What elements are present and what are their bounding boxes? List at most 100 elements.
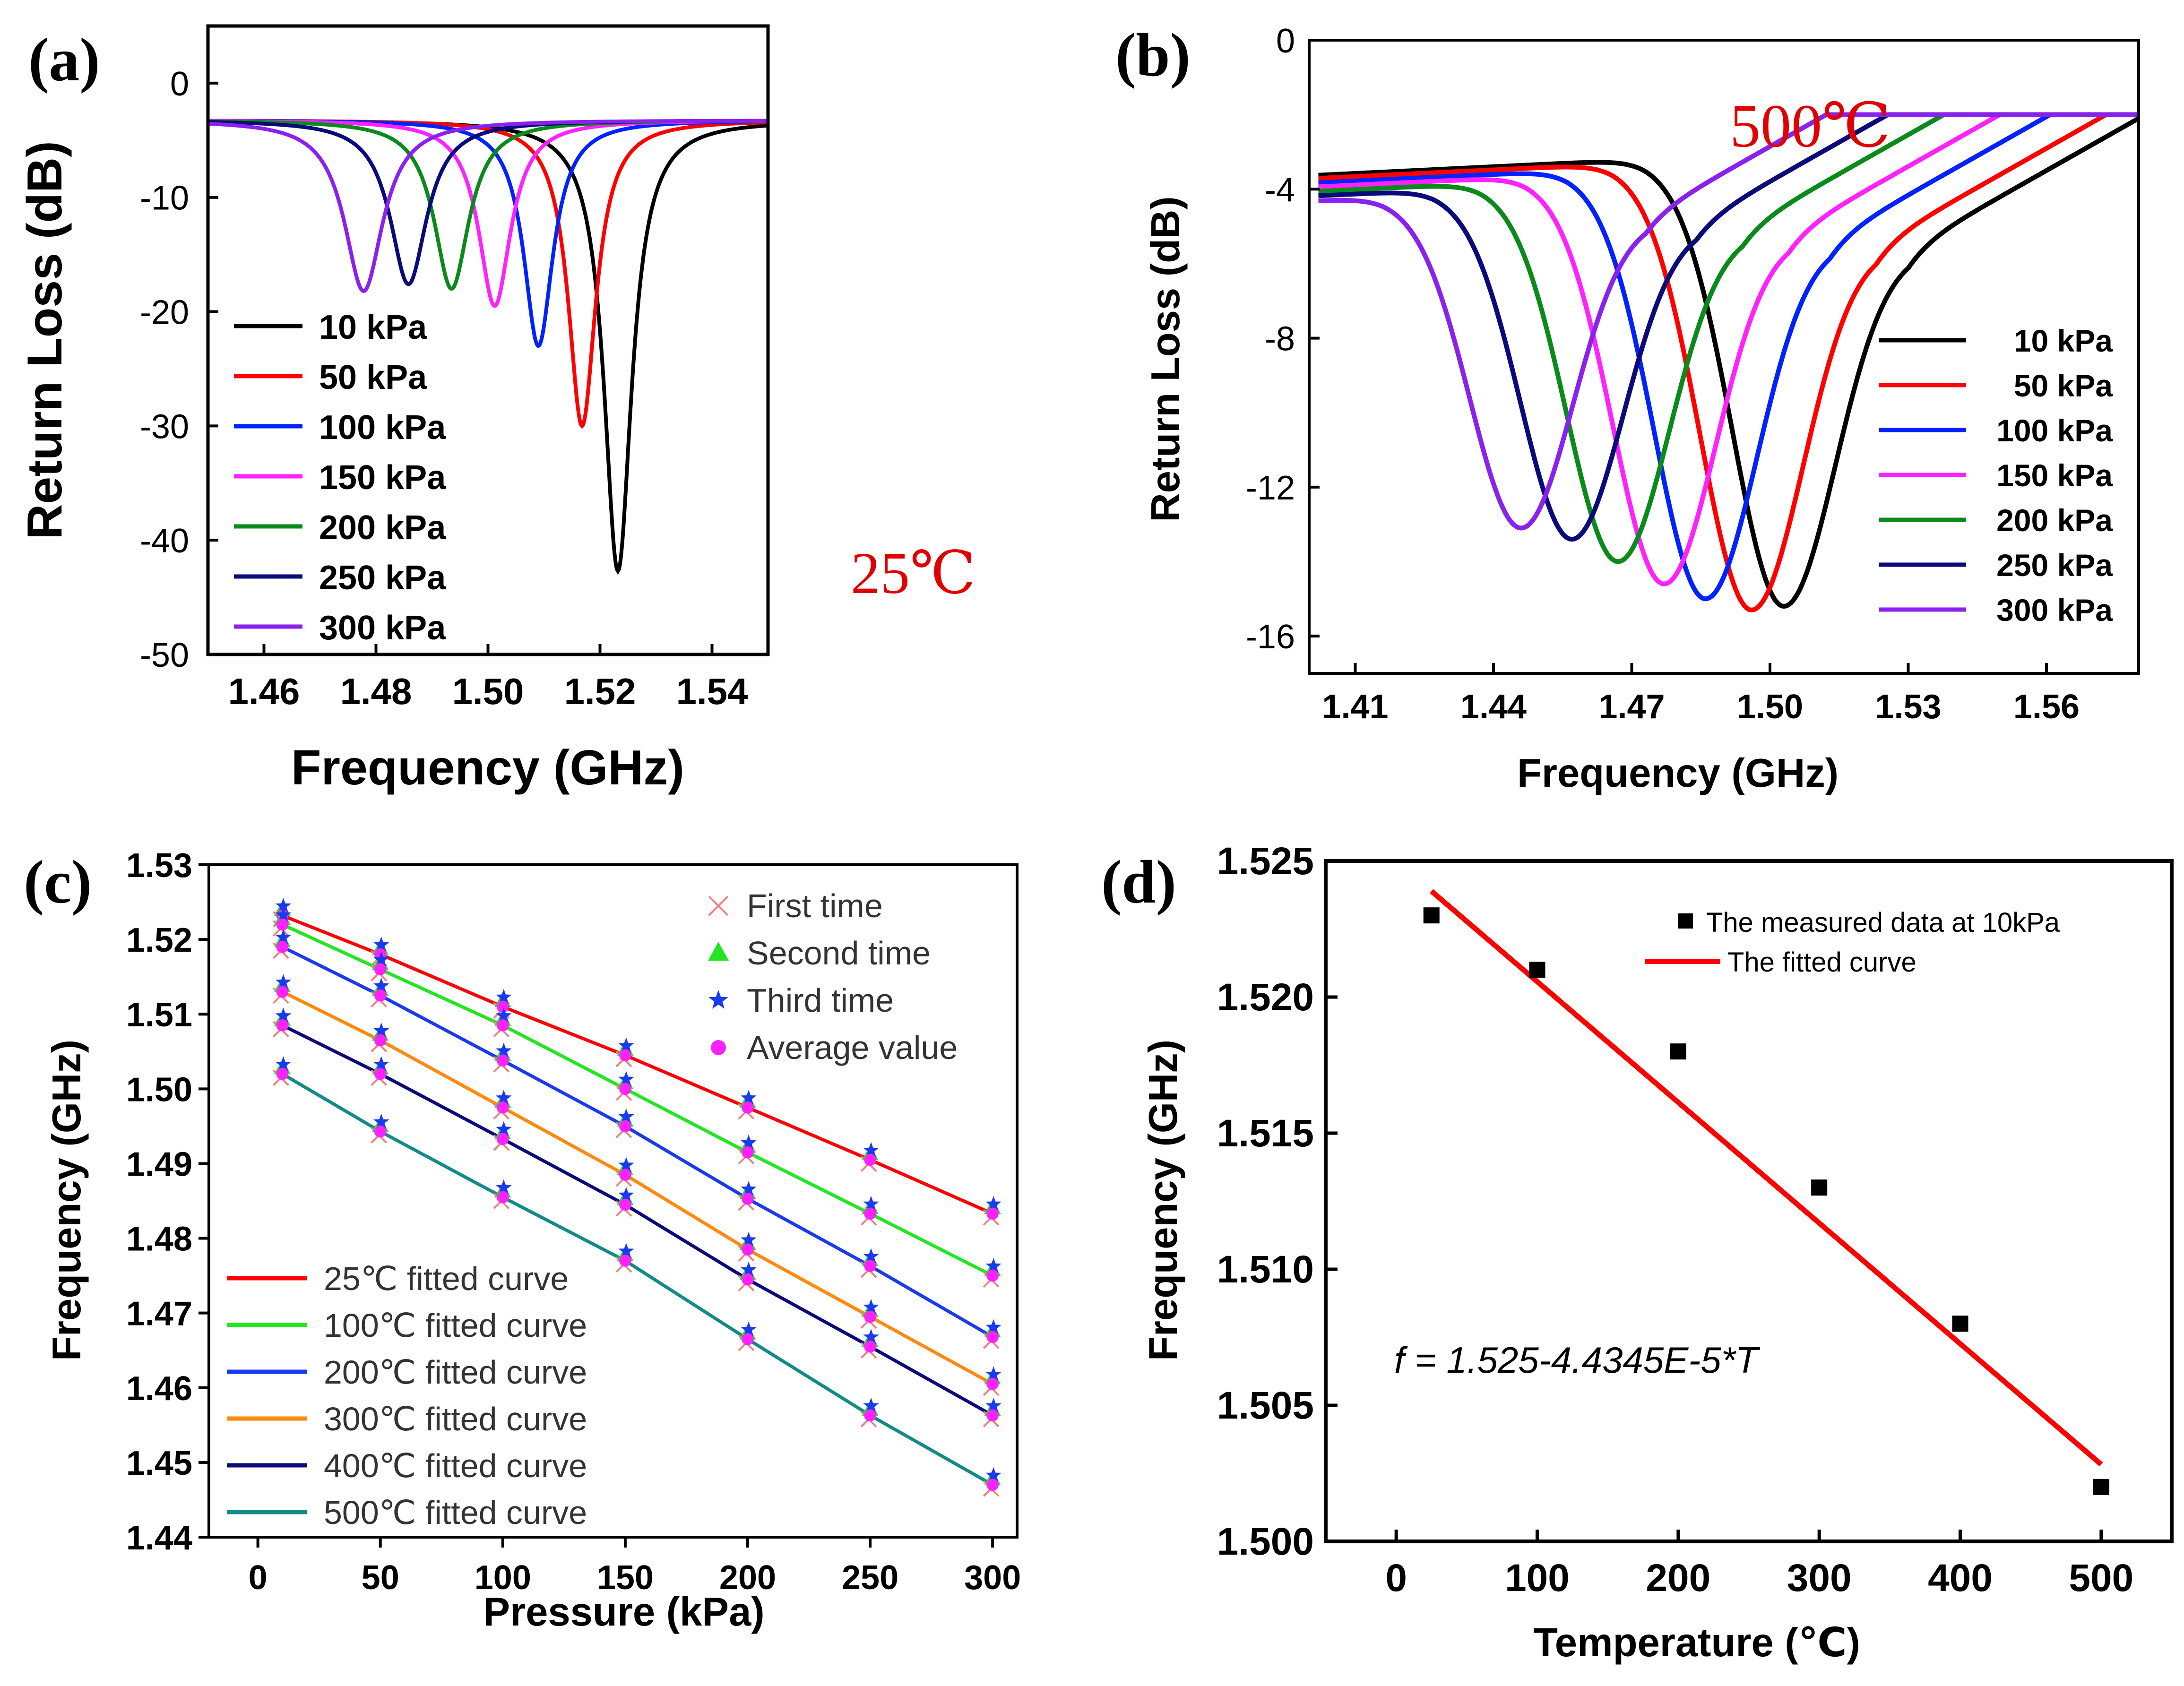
y-tick-label-c: 1.53: [126, 847, 192, 885]
x-tick-label-b: 1.50: [1737, 688, 1803, 726]
x-tick-label-a: 1.46: [228, 671, 300, 712]
marker-average: [742, 1101, 754, 1114]
data-point-d: [1529, 962, 1545, 978]
legend-label-b: 200 kPa: [1996, 503, 2113, 538]
marker-third: [741, 1090, 757, 1105]
x-tick-label-b: 1.53: [1875, 688, 1941, 726]
legend-label-b: 300 kPa: [1996, 593, 2113, 628]
data-point-d: [2093, 1479, 2109, 1495]
marker-average: [619, 1198, 631, 1211]
marker-third: [373, 951, 389, 967]
marker-third: [618, 1037, 634, 1053]
marker-average: [374, 963, 387, 976]
plot-d-frame: [1324, 859, 2174, 1543]
series-line-b-0: [1318, 116, 2140, 609]
marker-average: [986, 1479, 999, 1491]
x-axis-label-b: Frequency (GHz): [1517, 751, 1839, 796]
x-tick-label-d: 300: [1787, 1557, 1852, 1600]
y-tick-label-d: 1.505: [1217, 1384, 1314, 1427]
legend-label-c: 300℃ fitted curve: [324, 1401, 587, 1437]
plot-d-axes: 0 100 200 300 400 500 1.500 1.505 1.510 1.515 1.52…: [1217, 840, 2133, 1600]
legend-a: 10 kPa 50 kPa 100 kPa 150 kPa 200 kPa 250 kPa…: [234, 309, 446, 647]
marker-third: [985, 1319, 1001, 1334]
legend-marker-label-c: Second time: [747, 935, 931, 972]
marker-average: [497, 1000, 509, 1013]
legend-marker-label-c: Third time: [747, 982, 894, 1019]
panel-label-b: (b): [1115, 21, 1191, 89]
panel-label-c: (c): [24, 848, 92, 916]
data-point-d: [1952, 1316, 1968, 1332]
x-tick-label-d: 200: [1646, 1557, 1710, 1600]
x-axis-label-c: Pressure (kPa): [483, 1590, 764, 1634]
plot-c-series: [273, 897, 1001, 1497]
x-tick-label-a: 1.48: [340, 671, 412, 712]
marker-average: [619, 1049, 631, 1061]
marker-average: [711, 1040, 726, 1055]
marker-third: [496, 989, 512, 1004]
y-tick-label-a: 0: [170, 65, 189, 103]
marker-third: [985, 1366, 1001, 1382]
x-tick-label-b: 1.47: [1598, 688, 1665, 726]
y-tick-label-a: -20: [140, 294, 189, 332]
marker-third: [863, 1142, 879, 1157]
series-line-b-6: [1318, 112, 2139, 531]
marker-average: [619, 1083, 631, 1095]
data-point-d: [1670, 1043, 1686, 1060]
x-tick-label-c: 150: [597, 1559, 654, 1597]
marker-average: [742, 1273, 754, 1286]
x-tick-label-c: 100: [475, 1559, 531, 1597]
fit-line-c-1: [282, 923, 993, 1277]
y-tick-label-a: -50: [140, 637, 189, 674]
x-axis-label-a: Frequency (GHz): [291, 740, 684, 795]
marker-third: [275, 906, 292, 922]
legend-label-b: 150 kPa: [1996, 458, 2113, 493]
panel-b: (b) 1.41 1.44 1.47 1.50 1.53 1.560-4-8-12-16 …: [1115, 21, 2140, 796]
plot-b-axes: 1.41 1.44 1.47 1.50 1.53 1.56 0 -4 -8 -12 -16: [1246, 22, 2080, 726]
marker-third: [863, 1329, 879, 1344]
marker-third: [985, 1397, 1001, 1413]
marker-third: [741, 1135, 757, 1150]
data-point-d: [1423, 907, 1440, 924]
marker-average: [276, 941, 289, 953]
x-tick-label-c: 300: [964, 1559, 1021, 1597]
plot-b-series: [1318, 112, 2140, 613]
legend-label-a: 50 kPa: [319, 359, 427, 396]
marker-average: [497, 1054, 509, 1067]
y-tick-label-d: 1.510: [1217, 1248, 1314, 1291]
legend-marker-d: [1678, 913, 1693, 929]
marker-average: [619, 1169, 631, 1181]
marker-average: [497, 1133, 509, 1145]
y-tick-label-c: 1.49: [126, 1145, 192, 1183]
y-tick-label-d: 1.525: [1217, 840, 1314, 883]
marker-average: [276, 1019, 289, 1032]
marker-third: [275, 1007, 292, 1023]
y-tick-label-c: 1.47: [126, 1295, 192, 1333]
marker-average: [864, 1310, 876, 1323]
marker-average: [742, 1243, 754, 1256]
marker-third: [496, 1090, 512, 1105]
legend-label-a: 100 kPa: [319, 409, 446, 447]
annotation-a: 25℃: [851, 541, 976, 606]
marker-third: [275, 897, 292, 913]
marker-third: [496, 1121, 512, 1136]
y-tick-label-a: -30: [140, 408, 189, 446]
legend-label-c: 500℃ fitted curve: [324, 1494, 587, 1531]
x-tick-label-b: 1.41: [1322, 688, 1388, 726]
marker-average: [864, 1207, 876, 1220]
x-tick-label-a: 1.50: [452, 671, 524, 712]
marker-third: [373, 1056, 389, 1071]
legend-c: First time Second time Third time Average v…: [227, 887, 958, 1531]
annotation-b: 500℃: [1730, 92, 1890, 160]
panel-a: (a) 1.46 1.48 1.50 1.52 1.54 0 -10 -20 -30 -40 -50…: [17, 24, 976, 795]
marker-first: [708, 895, 729, 916]
y-tick-label-c: 1.45: [126, 1445, 192, 1482]
x-tick-label-d: 400: [1928, 1557, 1993, 1600]
legend-label-b: 50 kPa: [2014, 368, 2113, 403]
x-tick-label-c: 200: [719, 1559, 776, 1597]
x-tick-label-c: 50: [362, 1559, 399, 1597]
marker-third: [496, 1007, 512, 1023]
plot-a-axes: 1.46 1.48 1.50 1.52 1.54 0 -10 -20 -30 -40 -50: [140, 65, 748, 712]
marker-average: [742, 1192, 754, 1205]
marker-third: [863, 1397, 879, 1413]
